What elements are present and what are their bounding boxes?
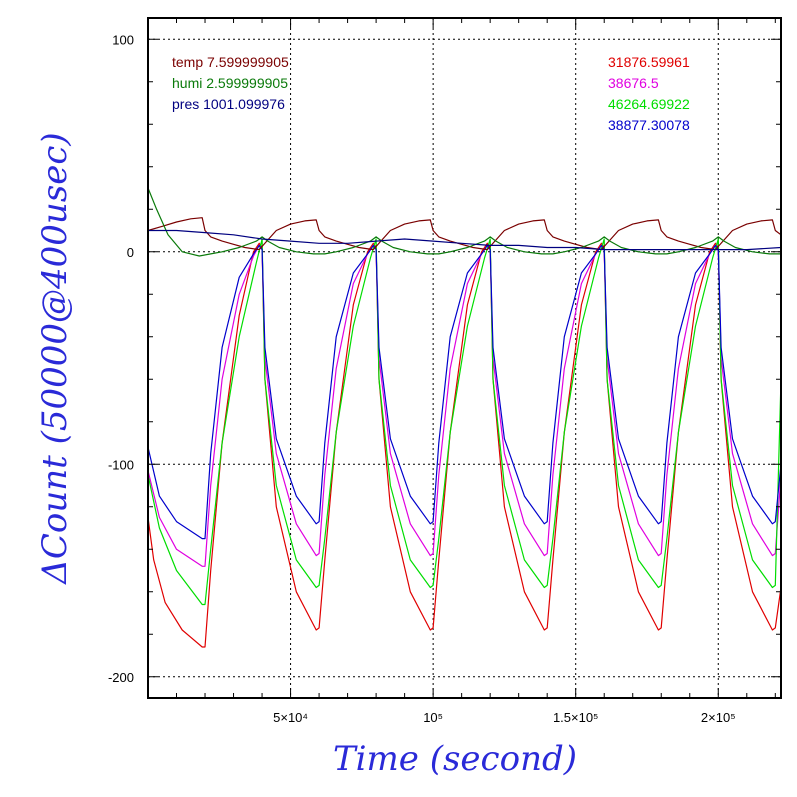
legend-right-entry: 38676.5 <box>608 75 659 91</box>
x-tick-label: 10⁵ <box>423 710 443 725</box>
legend-left-entry: temp 7.599999905 <box>172 54 289 70</box>
legend-right-entry: 46264.69922 <box>608 96 690 112</box>
y-tick-label: -200 <box>108 670 134 685</box>
legend-left-entry: pres 1001.099976 <box>172 96 285 112</box>
y-tick-label: -100 <box>108 457 134 472</box>
y-tick-label: 100 <box>112 32 134 47</box>
legend-right-entry: 38877.30078 <box>608 117 690 133</box>
y-axis-label: ΔCount (50000@400usec) <box>35 132 75 585</box>
legend-left-entry: humi 2.599999905 <box>172 75 288 91</box>
x-axis-label: Time (second) <box>333 739 577 779</box>
legend-right-entry: 31876.59961 <box>608 54 690 70</box>
x-tick-label: 5×10⁴ <box>273 710 308 725</box>
x-tick-label: 2×10⁵ <box>701 710 736 725</box>
chart-canvas: 5×10⁴ 10⁵ 1.5×10⁵ 2×10⁵ 100 0 -100 -200 temp 7.… <box>0 0 797 797</box>
y-tick-label: 0 <box>127 245 134 260</box>
x-tick-label: 1.5×10⁵ <box>553 710 599 725</box>
